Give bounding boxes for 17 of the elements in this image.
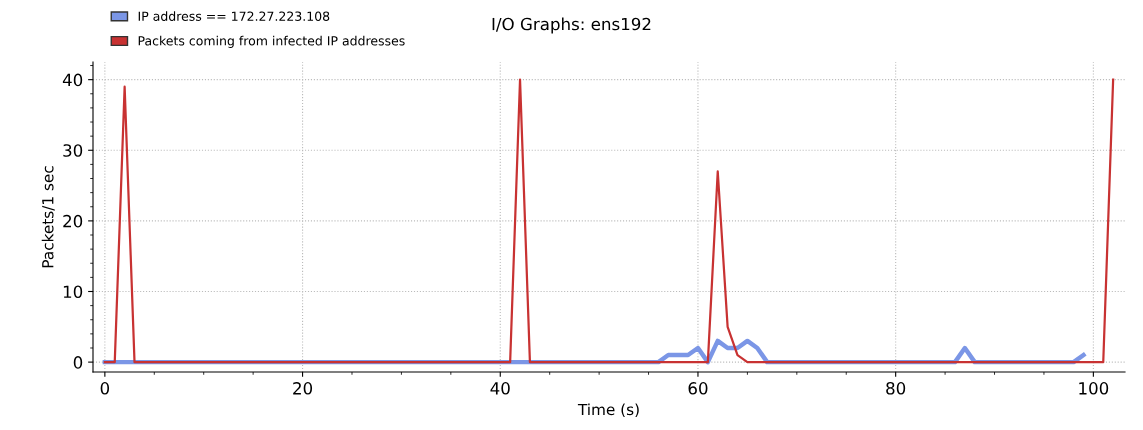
- y-tick-label: 10: [63, 285, 83, 299]
- y-tick-label: 40: [62, 73, 83, 87]
- x-tick-label: 100: [1079, 382, 1109, 395]
- y-axis-title: Packets/1 sec: [41, 166, 55, 268]
- y-tick-label: 30: [63, 144, 83, 157]
- x-tick-label: 20: [293, 382, 313, 395]
- x-axis-title: Time (s): [577, 403, 639, 418]
- y-tick-label: 20: [63, 214, 83, 228]
- y-tick-label: 0: [73, 356, 83, 369]
- legend-label: Packets coming from infected IP addresses: [138, 35, 405, 48]
- x-tick-label: 0: [100, 382, 110, 395]
- line-series: [103, 78, 1115, 364]
- x-tick-label: 40: [490, 382, 510, 395]
- legend-label: IP address == 172.27.223.108: [138, 11, 330, 21]
- chart-title: I/O Graphs: ens192: [492, 17, 651, 34]
- x-tick-label: 60: [688, 382, 708, 395]
- x-tick-label: 80: [886, 382, 906, 395]
